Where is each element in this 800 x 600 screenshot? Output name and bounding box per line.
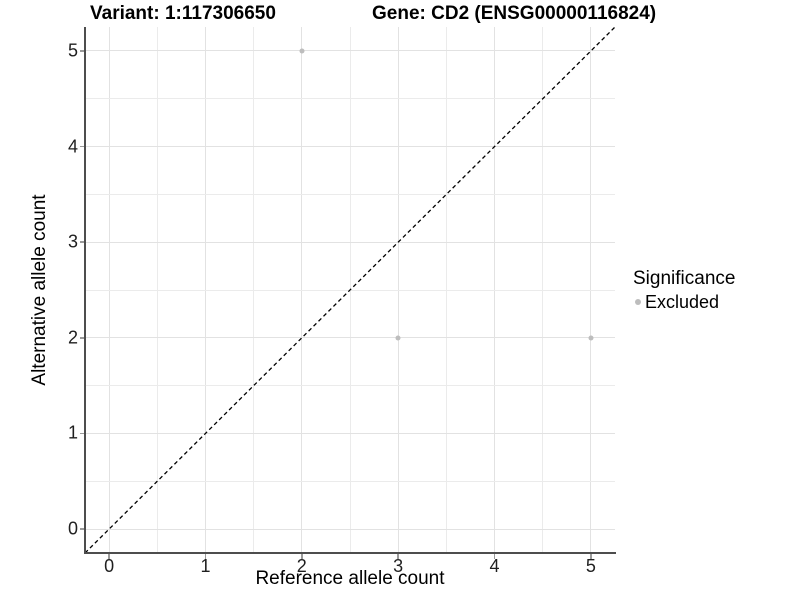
data-point — [395, 335, 401, 341]
x-tick-label: 2 — [296, 556, 307, 576]
plot-title-gene: Gene: CD2 (ENSG00000116824) — [372, 3, 657, 24]
x-tick-mark — [493, 554, 496, 559]
x-tick-mark — [108, 554, 110, 559]
plot-title-variant: Variant: 1:117306650 — [90, 3, 276, 24]
x-tick-label: 0 — [104, 556, 115, 576]
y-tick-label: 0 — [67, 518, 78, 539]
legend-items: Excluded — [633, 292, 735, 312]
x-tick-label: 3 — [393, 556, 404, 576]
x-tick-mark — [590, 554, 592, 559]
x-axis-line — [84, 552, 616, 554]
y-axis-title: Alternative allele count — [29, 194, 50, 386]
y-tick-mark — [79, 432, 84, 435]
x-tick-mark — [397, 554, 399, 559]
legend-title: Significance — [633, 268, 736, 289]
plot-panel — [84, 26, 616, 554]
y-tick-mark — [79, 337, 84, 339]
y-tick-mark — [79, 145, 84, 148]
y-gridline-major — [85, 241, 615, 243]
y-tick-label: 1 — [67, 422, 78, 443]
y-gridline-major — [85, 146, 615, 148]
legend-point-icon — [635, 299, 641, 305]
y-tick-mark — [79, 50, 84, 52]
y-gridline-minor — [85, 480, 615, 482]
y-gridline-major — [85, 528, 615, 530]
y-tick-mark — [79, 528, 84, 530]
y-gridline-major — [85, 50, 615, 52]
y-axis-line — [84, 27, 86, 554]
x-tick-label: 1 — [200, 556, 211, 576]
x-tick-mark — [301, 554, 303, 559]
legend-item: Excluded — [633, 292, 735, 312]
y-tick-label: 3 — [67, 231, 78, 252]
x-tick-label: 5 — [585, 556, 596, 576]
legend-item-label: Excluded — [645, 292, 720, 312]
y-tick-mark — [79, 241, 84, 243]
identity-line — [84, 26, 616, 554]
legend: Significance Excluded — [633, 268, 736, 313]
y-gridline-minor — [85, 193, 615, 195]
data-point — [299, 48, 305, 54]
y-gridline-major — [85, 337, 615, 339]
x-tick-label: 4 — [489, 556, 500, 576]
y-gridline-major — [85, 432, 615, 434]
data-point — [588, 335, 594, 341]
y-tick-label: 5 — [67, 40, 78, 61]
y-tick-label: 4 — [67, 136, 78, 157]
x-tick-mark — [204, 554, 207, 559]
x-axis-title: Reference allele count — [255, 568, 445, 589]
y-gridline-minor — [85, 385, 615, 387]
y-gridline-minor — [85, 98, 615, 100]
y-tick-label: 2 — [67, 327, 78, 348]
